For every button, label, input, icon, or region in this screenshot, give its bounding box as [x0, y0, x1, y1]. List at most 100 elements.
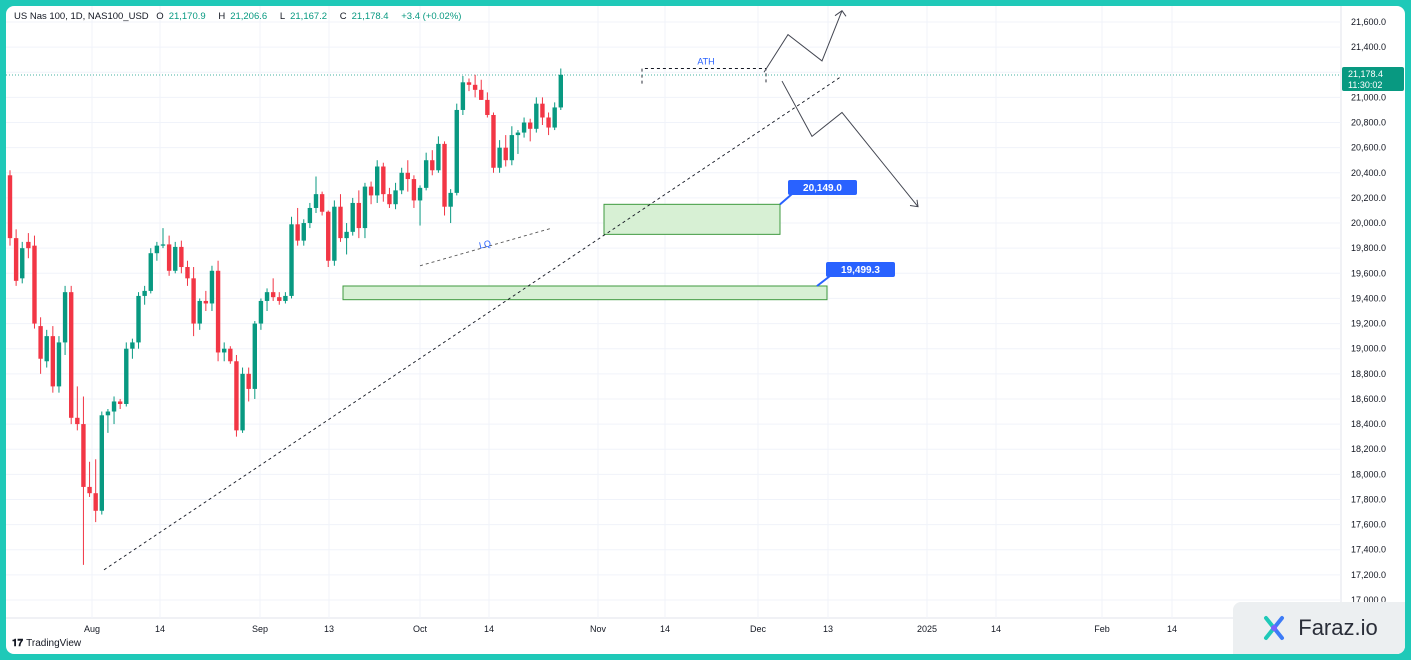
candle-body — [540, 103, 545, 118]
symbol-title: US Nas 100, 1D, NAS100_USD — [14, 11, 149, 22]
bar-countdown: 11:30:02 — [1348, 80, 1382, 90]
demand-zone-upper — [603, 203, 781, 235]
candle-body — [185, 267, 190, 279]
candle-body — [307, 207, 313, 224]
tradingview-logo-icon: 𝟏𝟕 — [12, 638, 24, 649]
candle-body — [295, 224, 300, 241]
zone-label-lower-text: 19,499.3 — [841, 265, 880, 276]
candle-body — [228, 348, 233, 362]
candle-body — [436, 143, 441, 171]
candle-body — [503, 147, 508, 161]
candle-body — [368, 186, 374, 196]
candle-body — [485, 99, 490, 115]
candle-body — [558, 74, 563, 108]
tradingview-label: TradingView — [26, 638, 82, 649]
candle-body — [479, 89, 484, 100]
candle-body — [338, 206, 343, 239]
last-price-value: 21,178.4 — [1348, 69, 1383, 79]
candle-body — [44, 336, 49, 362]
y-tick-label: 20,000.0 — [1351, 218, 1386, 228]
candle-body — [75, 417, 80, 425]
candle-body — [313, 194, 319, 208]
candle-body — [277, 297, 282, 301]
lq-label: LQ — [478, 238, 492, 250]
y-tick-label: 19,400.0 — [1351, 293, 1386, 303]
candle-body — [246, 373, 251, 389]
time-axis[interactable]: Aug 14 Sep 13 Oct 14 Nov 14 Dec 13 2025 14 Feb 14 — [84, 624, 1177, 634]
bearish-arrowhead — [909, 199, 919, 208]
candle-body — [154, 245, 160, 254]
close-value: 21,178.4 — [351, 11, 389, 22]
candle-body — [381, 166, 386, 195]
price-axis[interactable]: 21,600.021,400.021,200.021,000.020,800.0… — [1342, 17, 1404, 605]
zone-label-lower-bg — [826, 262, 895, 277]
candlestick-chart[interactable]: ATH LQ 20,149.0 19,499.3 21,600.0 21,400.0 2… — [6, 6, 1405, 654]
y-tick-label: 17,200.0 — [1351, 570, 1386, 580]
candle-body — [148, 253, 153, 291]
candle-body — [69, 292, 74, 418]
candle-body — [350, 202, 355, 232]
candle-body — [448, 192, 453, 207]
candles — [7, 68, 563, 565]
x-tick-label: 13 — [324, 624, 334, 634]
y-tick-label: 20,200.0 — [1351, 193, 1386, 203]
candle-body — [209, 270, 215, 304]
candle-body — [270, 292, 276, 298]
x-tick-label: 14 — [1167, 624, 1177, 634]
ath-box — [641, 68, 767, 84]
candle-body — [81, 424, 86, 487]
x-tick-label: 14 — [660, 624, 670, 634]
zone-label-lower-pointer — [816, 275, 831, 287]
candle-body — [87, 486, 92, 494]
demand-zone-lower — [342, 285, 828, 301]
candle-body — [289, 224, 294, 296]
candle-body — [546, 117, 551, 128]
candle-body — [105, 411, 111, 416]
zone-label-upper-text: 20,149.0 — [803, 183, 842, 194]
projection-path — [763, 9, 919, 208]
y-tick-label: 17,600.0 — [1351, 520, 1386, 530]
candle-body — [13, 238, 19, 281]
candle-body — [32, 245, 37, 324]
candle-body — [521, 122, 527, 133]
x-tick-label: 13 — [823, 624, 833, 634]
candle-body — [62, 292, 68, 343]
close-label: C — [339, 11, 347, 22]
liquidity-line — [419, 227, 553, 267]
zone-label-upper-bg — [788, 180, 857, 195]
tradingview-brand[interactable]: 𝟏𝟕 TradingView — [12, 638, 81, 649]
candle-body — [460, 82, 466, 110]
candle-body — [491, 114, 496, 168]
candle-body — [203, 300, 209, 304]
x-tick-label: 14 — [155, 624, 165, 634]
candle-body — [50, 336, 56, 387]
x-tick-label: 14 — [484, 624, 494, 634]
candle-body — [234, 361, 239, 431]
candle-body — [173, 246, 178, 271]
candle-body — [301, 223, 306, 241]
candle-body — [509, 135, 515, 161]
candle-body — [142, 290, 147, 296]
candle-body — [136, 295, 141, 343]
candle-body — [442, 143, 447, 207]
candle-body — [258, 300, 264, 324]
candle-body — [124, 348, 129, 404]
low-value: 21,167.2 — [290, 11, 328, 22]
high-label: H — [218, 11, 226, 22]
candle-body — [222, 348, 227, 353]
y-tick-label: 19,600.0 — [1351, 268, 1386, 278]
candle-body — [430, 160, 435, 171]
y-tick-label: 18,600.0 — [1351, 394, 1386, 404]
x-tick-label: Feb — [1094, 624, 1110, 634]
trend-lines: ATH LQ — [6, 57, 1341, 571]
y-tick-label: 19,200.0 — [1351, 319, 1386, 329]
x-tick-label: Aug — [84, 624, 100, 634]
candle-body — [26, 241, 31, 249]
candle-body — [326, 211, 331, 261]
x-tick-label: Dec — [750, 624, 767, 634]
bearish-path — [781, 80, 919, 208]
candle-body — [423, 160, 429, 188]
y-tick-label: 17,000.0 — [1351, 595, 1386, 605]
candle-body — [399, 172, 404, 191]
candle-body — [362, 186, 368, 229]
